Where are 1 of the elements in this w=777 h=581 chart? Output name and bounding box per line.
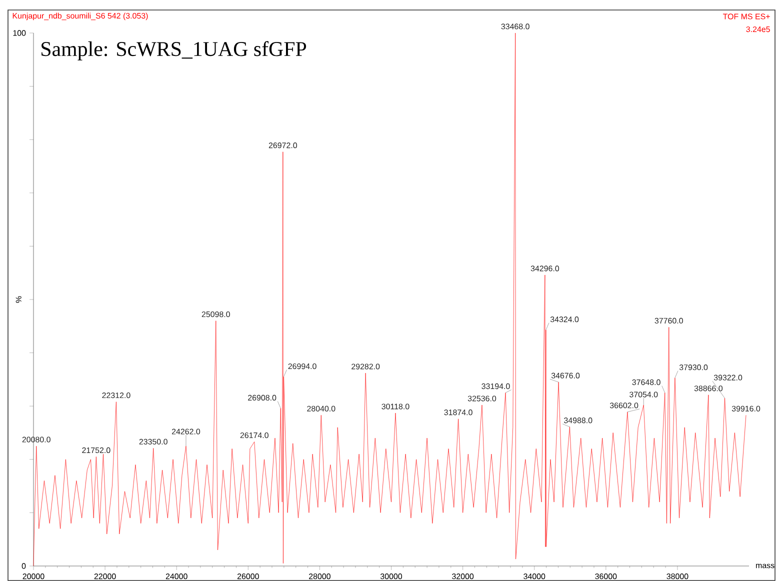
chart-title: Sample: ScWRS_1UAG sfGFP — [42, 41, 306, 60]
